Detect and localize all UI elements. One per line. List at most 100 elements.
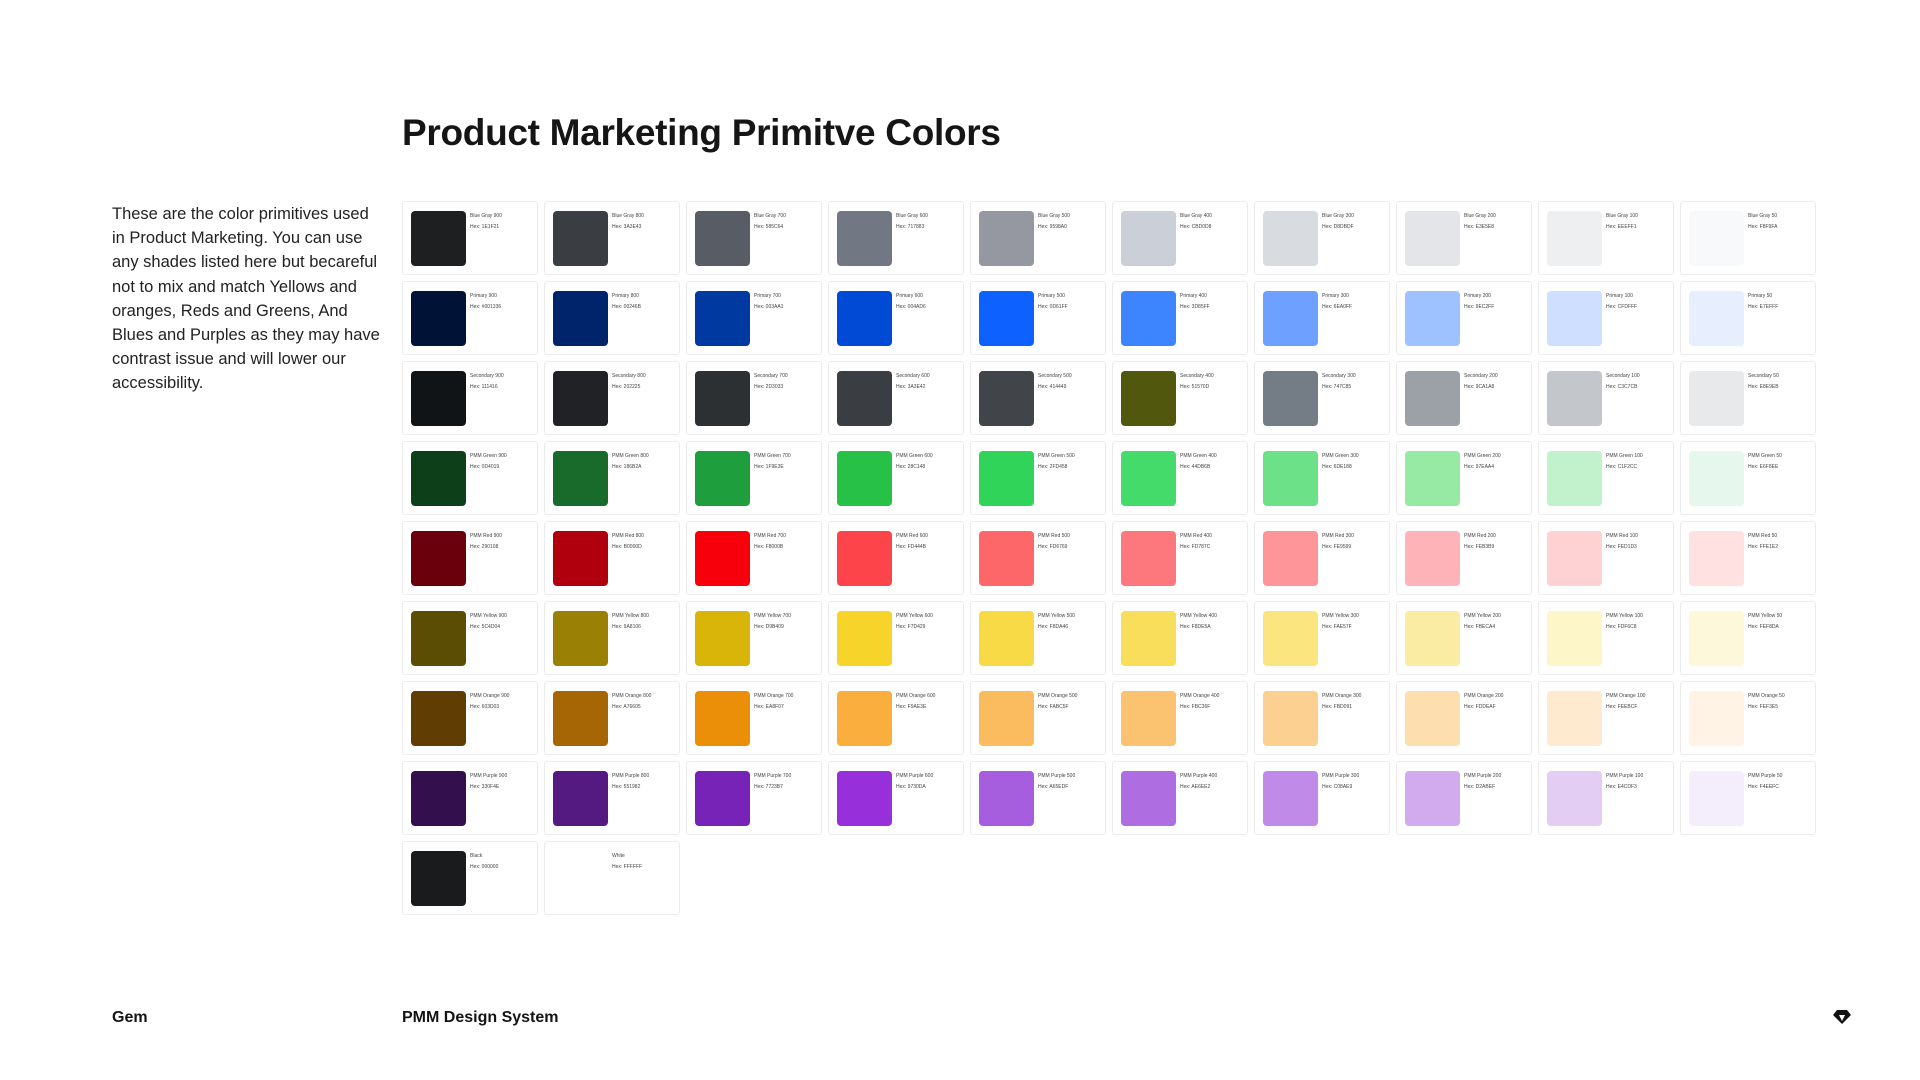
color-swatch [1547, 211, 1602, 266]
color-swatch [979, 211, 1034, 266]
swatch-hex: Hex: FABC5F [1038, 704, 1069, 710]
swatch-meta: Secondary 300 Hex: 747C85 [1322, 371, 1356, 393]
swatch-meta: PMM Orange 200 Hex: FDDEAF [1464, 691, 1503, 713]
color-swatch [553, 851, 608, 906]
color-swatch [1689, 451, 1744, 506]
swatch-name: PMM Orange 100 [1606, 693, 1646, 699]
swatch-card: PMM Orange 800 Hex: A76605 [544, 681, 680, 755]
swatch-meta: PMM Orange 500 Hex: FABC5F [1038, 691, 1077, 713]
swatch-hex: Hex: 9598A0 [1038, 224, 1067, 230]
swatch-hex: Hex: #001336 [470, 304, 502, 310]
color-swatch [979, 771, 1034, 826]
swatch-name: PMM Yellow 400 [1180, 613, 1217, 619]
swatch-meta: PMM Orange 800 Hex: A76605 [612, 691, 651, 713]
swatch-name: Blue Gray 200 [1464, 213, 1496, 219]
swatch-meta: PMM Yellow 200 Hex: FBECA4 [1464, 611, 1501, 633]
swatch-card: Primary 900 Hex: #001336 [402, 281, 538, 355]
swatch-card: PMM Red 200 Hex: FEB3B9 [1396, 521, 1532, 595]
swatch-hex: Hex: FAE57F [1322, 624, 1352, 630]
swatch-name: PMM Red 500 [1038, 533, 1070, 539]
swatch-card: Secondary 400 Hex: 51570D [1112, 361, 1248, 435]
swatch-meta: Blue Gray 200 Hex: E3E5E8 [1464, 211, 1496, 233]
swatch-name: Secondary 50 [1748, 373, 1779, 379]
swatch-name: PMM Yellow 500 [1038, 613, 1075, 619]
swatch-meta: PMM Green 600 Hex: 28C148 [896, 451, 933, 473]
swatch-name: Primary 600 [896, 293, 923, 299]
swatch-meta: Blue Gray 50 Hex: F8F9FA [1748, 211, 1777, 233]
swatch-card: Secondary 50 Hex: E8E9EB [1680, 361, 1816, 435]
swatch-hex: Hex: F8DA46 [1038, 624, 1069, 630]
swatch-meta: PMM Purple 400 Hex: AE6EE2 [1180, 771, 1217, 793]
swatch-card: Blue Gray 50 Hex: F8F9FA [1680, 201, 1816, 275]
swatch-card: Primary 400 Hex: 3D85FF [1112, 281, 1248, 355]
swatch-meta: PMM Red 50 Hex: FFE1E2 [1748, 531, 1778, 553]
swatch-name: PMM Purple 700 [754, 773, 792, 779]
swatch-name: Blue Gray 400 [1180, 213, 1212, 219]
swatch-name: Blue Gray 700 [754, 213, 786, 219]
swatch-card: Secondary 700 Hex: 2D3033 [686, 361, 822, 435]
swatch-name: Blue Gray 50 [1748, 213, 1778, 219]
color-swatch [1263, 611, 1318, 666]
swatch-hex: Hex: 551982 [612, 784, 641, 790]
swatch-hex: Hex: FFFFFF [612, 864, 642, 870]
swatch-card: PMM Yellow 400 Hex: F8DE5A [1112, 601, 1248, 675]
color-swatch [837, 291, 892, 346]
swatch-meta: PMM Purple 800 Hex: 551982 [612, 771, 649, 793]
swatch-meta: PMM Green 300 Hex: 6DE188 [1322, 451, 1359, 473]
swatch-name: PMM Purple 50 [1748, 773, 1783, 779]
swatch-hex: Hex: 747C85 [1322, 384, 1352, 390]
swatch-card: PMM Yellow 50 Hex: FEF8DA [1680, 601, 1816, 675]
color-swatch [411, 371, 466, 426]
swatch-meta: PMM Orange 400 Hex: FBC36F [1180, 691, 1219, 713]
swatch-card: PMM Green 800 Hex: 186B2A [544, 441, 680, 515]
color-swatch [1547, 771, 1602, 826]
swatch-card: PMM Purple 200 Hex: D2ABEF [1396, 761, 1532, 835]
swatch-name: PMM Purple 100 [1606, 773, 1644, 779]
swatch-name: PMM Green 900 [470, 453, 507, 459]
color-swatch [411, 211, 466, 266]
swatch-hex: Hex: 000000 [470, 864, 499, 870]
swatch-hex: Hex: CFDFFF [1606, 304, 1638, 310]
swatch-meta: PMM Orange 300 Hex: FBD091 [1322, 691, 1361, 713]
swatch-hex: Hex: F7D429 [896, 624, 926, 630]
swatch-name: Secondary 200 [1464, 373, 1498, 379]
swatch-name: Primary 900 [470, 293, 497, 299]
swatch-card: Blue Gray 400 Hex: CBD0D8 [1112, 201, 1248, 275]
swatch-name: PMM Purple 800 [612, 773, 650, 779]
color-swatch [1689, 211, 1744, 266]
color-swatch [695, 531, 750, 586]
swatch-name: PMM Red 50 [1748, 533, 1778, 539]
swatch-name: PMM Yellow 800 [612, 613, 649, 619]
swatch-card: PMM Green 400 Hex: 44DB6B [1112, 441, 1248, 515]
swatch-name: Primary 800 [612, 293, 639, 299]
swatch-hex: Hex: FD6769 [1038, 544, 1068, 550]
swatch-name: Primary 300 [1322, 293, 1349, 299]
color-swatch [979, 291, 1034, 346]
swatch-card: PMM Purple 400 Hex: AE6EE2 [1112, 761, 1248, 835]
color-swatch [411, 531, 466, 586]
color-swatch [1263, 771, 1318, 826]
color-swatch [1405, 371, 1460, 426]
swatch-name: PMM Orange 500 [1038, 693, 1078, 699]
swatch-card: PMM Orange 300 Hex: FBD091 [1254, 681, 1390, 755]
swatch-name: Blue Gray 100 [1606, 213, 1638, 219]
swatch-hex: Hex: FFE1E2 [1748, 544, 1779, 550]
swatch-card: Primary 600 Hex: 004AD6 [828, 281, 964, 355]
swatch-hex: Hex: 330F4E [470, 784, 500, 790]
swatch-name: Blue Gray 900 [470, 213, 502, 219]
color-swatch [1547, 451, 1602, 506]
swatch-card: PMM Red 50 Hex: FFE1E2 [1680, 521, 1816, 595]
swatch-hex: Hex: 0D4019 [470, 464, 500, 470]
swatch-meta: Primary 500 Hex: 0D61FF [1038, 291, 1068, 313]
color-swatch [553, 771, 608, 826]
swatch-name: Primary 400 [1180, 293, 1207, 299]
swatch-card: PMM Purple 100 Hex: E4CDF3 [1538, 761, 1674, 835]
swatch-hex: Hex: C08AE9 [1322, 784, 1353, 790]
color-swatch [1121, 771, 1176, 826]
color-swatch [1121, 691, 1176, 746]
swatch-meta: PMM Orange 50 Hex: FEF3E5 [1748, 691, 1785, 713]
swatch-meta: Primary 200 Hex: 9EC2FF [1464, 291, 1494, 313]
swatch-name: PMM Orange 300 [1322, 693, 1362, 699]
swatch-name: PMM Red 300 [1322, 533, 1354, 539]
color-swatch [979, 451, 1034, 506]
